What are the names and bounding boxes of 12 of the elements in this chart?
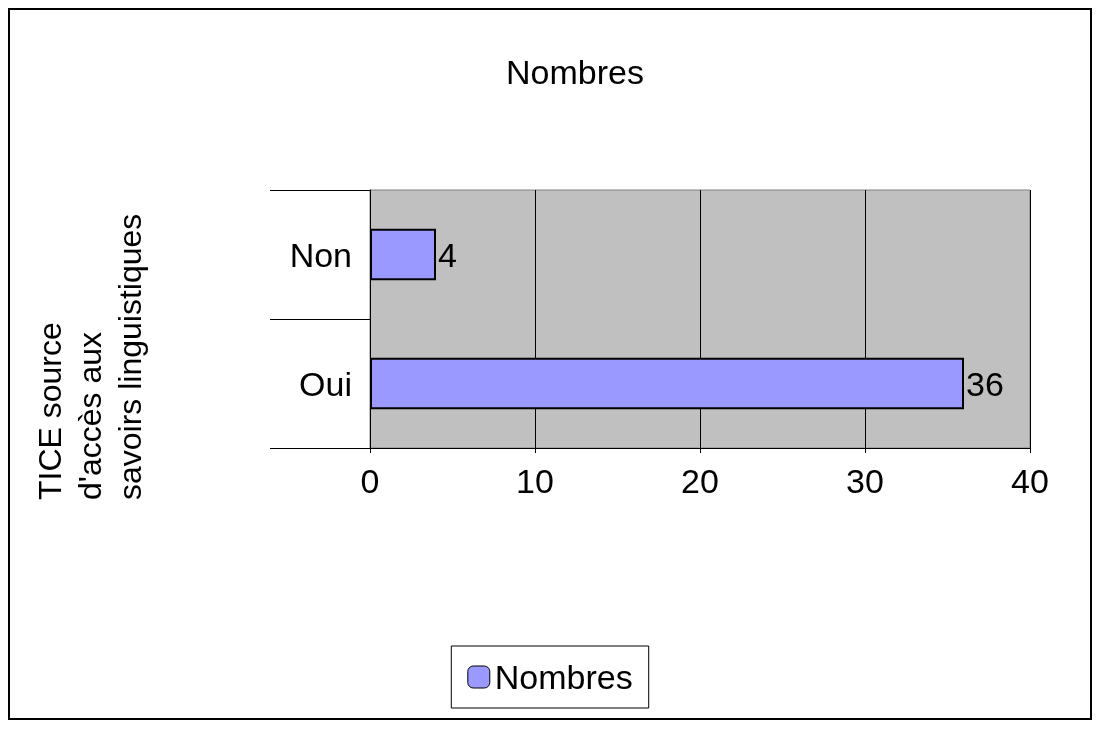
data-label: 4 (438, 235, 457, 274)
legend-label: Nombres (494, 658, 633, 696)
x-tick-label: 30 (846, 462, 884, 500)
x-tick-label: 0 (360, 462, 380, 500)
chart-title: Nombres (506, 53, 644, 91)
x-tick-label: 20 (681, 462, 719, 500)
x-tick-label: 10 (516, 462, 554, 500)
y-tick-label: Non (289, 235, 352, 274)
data-label: 36 (966, 364, 1004, 403)
x-tick-label: 40 (1011, 462, 1049, 500)
y-tick-label: Oui (299, 364, 352, 403)
y-axis-title: TICE source d'accès aux savoirs linguistiques (32, 213, 148, 500)
